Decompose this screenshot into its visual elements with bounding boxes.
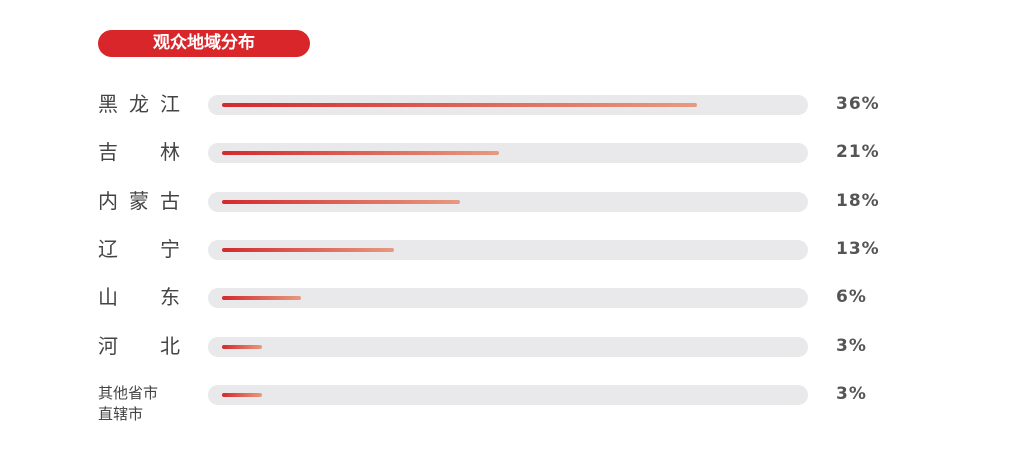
value-label: 36% (836, 94, 880, 114)
value-label: 18% (836, 190, 880, 211)
bar-track (208, 191, 808, 212)
bar (222, 344, 262, 349)
chart-title: 观众地域分布 (98, 30, 310, 57)
category-label: 山东 (98, 285, 180, 310)
bar-track (208, 239, 808, 260)
category-label: 黑龙江 (98, 92, 180, 116)
bar-track (208, 336, 808, 357)
bar (222, 296, 302, 301)
category-label: 其他省市 直辖市 (98, 383, 159, 423)
value-label: 3% (836, 335, 867, 356)
value-label: 13% (836, 238, 880, 259)
bar (222, 103, 697, 107)
value-label: 3% (836, 383, 867, 404)
category-label: 辽宁 (98, 236, 180, 261)
bar-track (208, 143, 808, 164)
bar (222, 199, 460, 204)
bar (222, 247, 394, 252)
category-label: 河北 (98, 333, 180, 358)
value-label: 6% (836, 287, 867, 308)
bar (222, 151, 500, 156)
bar-track (208, 384, 808, 405)
category-label: 内蒙古 (98, 188, 180, 213)
bar-track (208, 288, 808, 309)
value-label: 21% (836, 142, 880, 163)
bar (222, 392, 262, 397)
category-label: 吉林 (98, 140, 180, 165)
